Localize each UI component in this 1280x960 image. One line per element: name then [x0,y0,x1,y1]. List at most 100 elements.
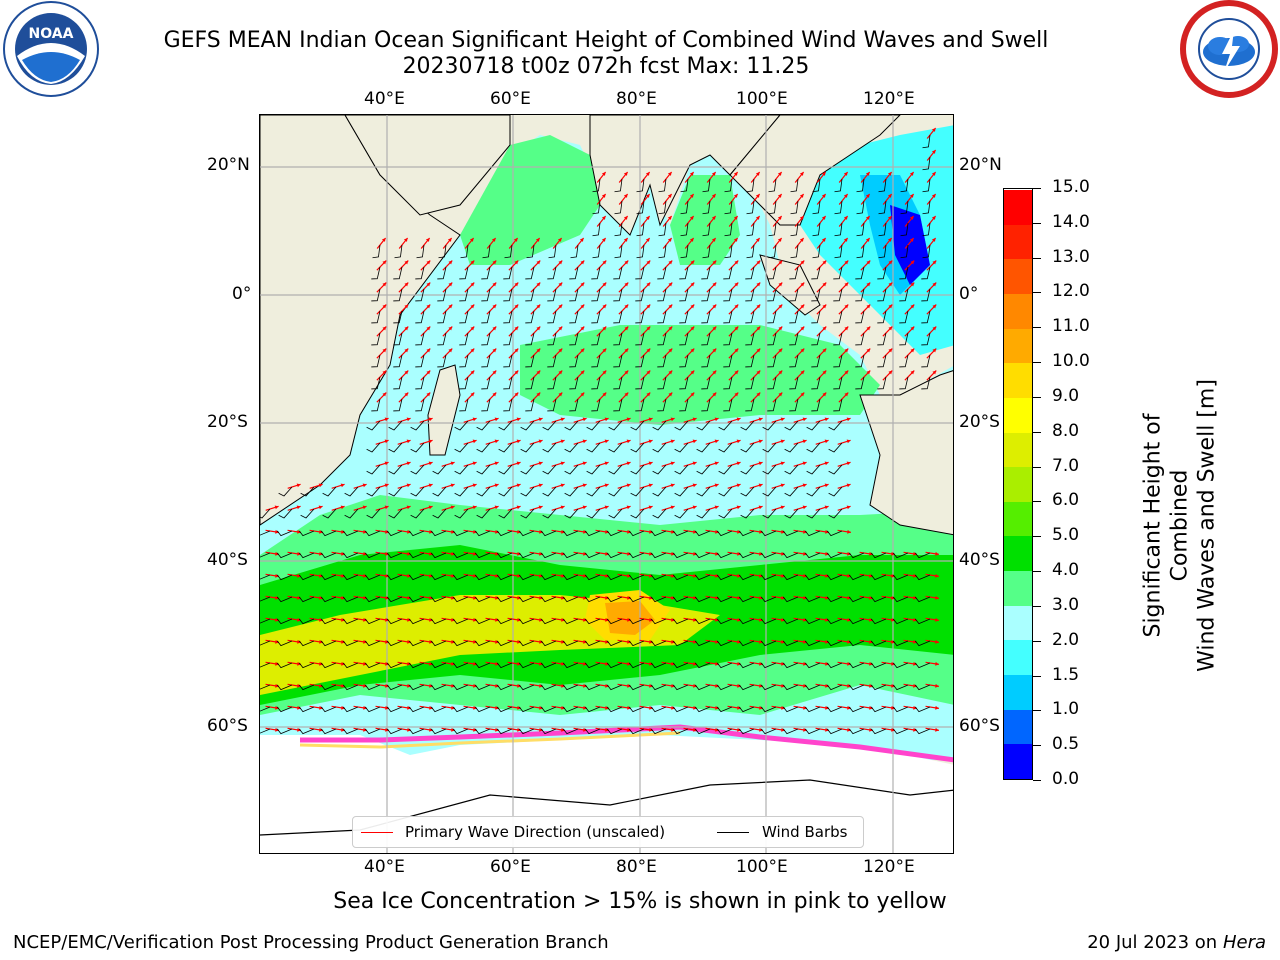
wind-barb [782,684,799,691]
wave-arrow-head [891,727,895,732]
wind-barb [628,684,645,691]
wave-arrow-head [711,171,716,176]
wave-arrow-head [627,683,631,688]
wind-barb [260,618,271,624]
wind-barb [914,684,931,691]
wind-barb [650,530,667,537]
wind-barb [855,266,865,280]
wave-arrow-head [803,551,807,556]
wind-barb [496,618,513,625]
wind-barb [716,662,733,669]
wave-arrow-head [756,260,761,265]
wind-barb [342,530,359,537]
wind-barb [410,464,425,475]
wind-barb [768,178,777,193]
wave-arrow-head [712,392,717,397]
wind-barb [525,266,535,280]
wind-barb [366,420,381,431]
wind-barb [547,266,557,280]
wave-arrow-head [406,483,411,488]
wave-arrow-head [517,639,521,644]
wind-barb [496,728,513,735]
wave-arrow-head [648,461,653,466]
colorbar-tick-label: 13.0 [1052,246,1090,267]
wind-barb [437,288,447,302]
wind-barb [804,706,821,713]
wind-barb [260,596,271,602]
wave-arrow-head [539,683,543,688]
wind-barb [767,354,777,368]
wind-barb [679,332,689,346]
wind-barb [606,640,623,647]
wave-arrow-head [869,551,873,556]
wave-arrow-head [865,215,870,220]
wind-barb [650,618,667,625]
wave-arrow-head [913,727,917,732]
wind-barb [767,376,777,390]
wind-barb [892,552,909,559]
wave-arrow-head [847,573,851,578]
wave-arrow-head [605,727,609,732]
wind-barb [584,706,601,713]
wave-arrow-head [825,727,829,732]
wave-arrow-head [824,483,829,488]
wave-arrow-head [385,573,389,578]
wind-barb [650,574,667,581]
wave-arrow-head [715,661,719,666]
wind-barb [364,530,381,537]
wave-arrow-head [734,326,739,331]
wind-barb [394,244,403,259]
wind-barb [366,442,381,453]
wave-arrow-head [624,326,629,331]
wind-barb [630,486,645,497]
wave-arrow-head [649,617,653,622]
wind-barb [745,310,755,324]
colorbar-tick-mark [1033,501,1041,503]
top-tick-120e: 120°E [863,89,915,109]
wave-arrow-head [517,705,521,710]
wave-arrow-head [319,661,323,666]
wind-barb [320,684,337,691]
wind-barb [914,662,931,669]
wave-arrow-head [517,617,521,622]
colorbar-tick-label: 1.5 [1052,664,1080,685]
wave-arrow-head [803,595,807,600]
wave-arrow-head [803,683,807,688]
wave-arrow-head [714,417,719,422]
wave-arrow-head [624,282,629,287]
southern-peak-center [605,601,655,635]
wind-barb [432,486,447,497]
colorbar [1003,188,1033,780]
wave-arrow-head [297,551,301,556]
wind-barb [828,442,843,453]
colorbar-tick-mark [1033,222,1041,224]
wind-barb [745,288,755,302]
wind-barb [782,640,799,647]
wind-barb [680,244,689,259]
wind-barb [899,376,909,390]
footer-date: 20 Jul 2023 on Hera [1087,932,1266,953]
wind-barb [848,574,865,581]
wind-barb [828,486,843,497]
wave-arrow-head [865,237,870,242]
wave-arrow-head [799,215,804,220]
wind-barb [701,288,711,302]
wave-arrow-head [341,573,345,578]
wave-arrow-head [736,461,741,466]
wind-barb [606,574,623,581]
wave-arrow-head [777,171,782,176]
wind-barb [586,508,601,519]
wind-barb [696,420,711,431]
wave-arrow-head [582,439,587,444]
wave-arrow-head [737,551,741,556]
wind-barb [459,266,469,280]
wind-barb [481,266,491,280]
wave-arrow-head [909,237,914,242]
wind-barb [260,662,271,668]
wave-arrow-head [604,417,609,422]
wind-barb [542,508,557,519]
wind-barb [408,530,425,537]
wave-arrow-head [557,237,562,242]
wave-arrow-head [450,505,455,510]
wind-barb [914,728,931,735]
